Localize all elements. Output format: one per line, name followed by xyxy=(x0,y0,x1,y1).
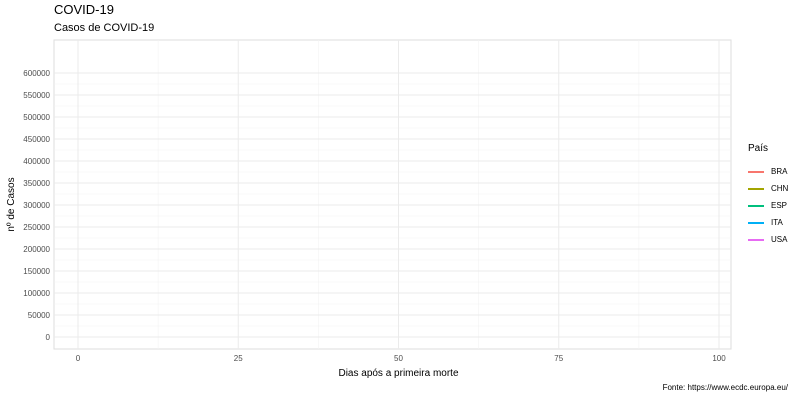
x-tick-label: 50 xyxy=(394,354,403,363)
y-tick-label: 550000 xyxy=(23,91,50,100)
y-tick-label: 50000 xyxy=(28,311,51,320)
legend-key-line xyxy=(748,238,764,241)
legend-item-ita: ITA xyxy=(748,214,788,231)
legend-title: País xyxy=(748,143,769,154)
y-tick-label: 400000 xyxy=(23,157,50,166)
y-tick-label: 300000 xyxy=(23,201,50,210)
legend-item-chn: CHN xyxy=(748,180,788,197)
legend-key-line xyxy=(748,187,764,190)
y-tick-label: 100000 xyxy=(23,289,50,298)
y-tick-label: 350000 xyxy=(23,179,50,188)
y-tick-label: 250000 xyxy=(23,223,50,232)
legend-label: ITA xyxy=(771,218,783,227)
legend: País BRA CHN ESP ITA USA xyxy=(748,143,788,248)
y-tick-label: 500000 xyxy=(23,113,50,122)
legend-key-line xyxy=(748,221,764,224)
y-tick-label: 150000 xyxy=(23,267,50,276)
chart-title: COVID-19 xyxy=(54,2,114,17)
x-tick-label: 25 xyxy=(234,354,243,363)
source-caption: Fonte: https://www.ecdc.europa.eu/ xyxy=(662,383,788,392)
legend-item-esp: ESP xyxy=(748,197,788,214)
legend-items: BRA CHN ESP ITA USA xyxy=(748,163,788,248)
chart-subtitle: Casos de COVID-19 xyxy=(54,22,155,34)
x-axis-title: Dias após a primeira morte xyxy=(338,368,458,379)
legend-key-line xyxy=(748,170,764,173)
legend-label: USA xyxy=(771,235,788,244)
y-tick-label: 600000 xyxy=(23,69,50,78)
legend-label: CHN xyxy=(771,184,789,193)
plot-panel xyxy=(53,39,732,350)
y-tick-label: 200000 xyxy=(23,245,50,254)
legend-key-line xyxy=(748,204,764,207)
y-tick-label: 450000 xyxy=(23,135,50,144)
legend-label: BRA xyxy=(771,167,788,176)
x-tick-label: 100 xyxy=(712,354,726,363)
x-tick-label: 0 xyxy=(76,354,81,363)
legend-label: ESP xyxy=(771,201,788,210)
legend-item-bra: BRA xyxy=(748,163,788,180)
legend-item-usa: USA xyxy=(748,231,788,248)
x-tick-label: 75 xyxy=(554,354,563,363)
y-tick-label: 0 xyxy=(46,333,51,342)
y-axis-title: nº de Casos xyxy=(6,177,17,231)
